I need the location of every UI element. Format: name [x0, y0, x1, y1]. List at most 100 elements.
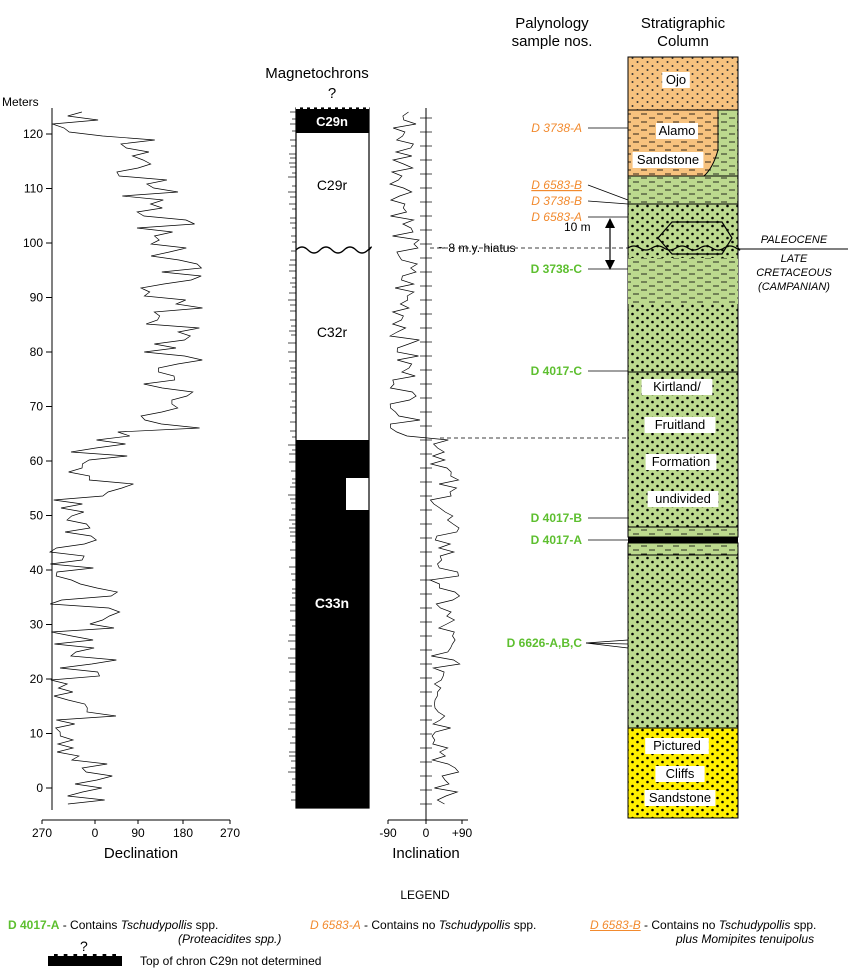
palynology-samples: D 3738-A D 6583-B D 3738-B D 6583-A D 3738-C…	[507, 121, 629, 650]
unit-shale-upper	[627, 175, 739, 205]
unit-label-bg	[632, 152, 704, 168]
sample-label: D 3738-A	[531, 121, 582, 135]
legend-item-green: D 4017-A - Contains Tschudypollis spp. (…	[8, 918, 281, 946]
unit-label-text: Alamo	[659, 123, 696, 138]
unit-labels: Ojo Alamo Sandstone Kirtland/Fruitland Forma…	[632, 72, 719, 806]
unit-shale-thin	[627, 526, 739, 538]
column-title-line1: Stratigraphic	[641, 15, 726, 32]
unit-shale-mid	[628, 258, 738, 304]
unit-label-bg	[655, 766, 705, 782]
declination-tick-label: 90	[131, 826, 145, 840]
legend-green-text: - Contains	[59, 918, 121, 932]
unit-label-bg	[647, 491, 719, 507]
unit-label-text: Sandstone	[637, 152, 699, 167]
declination-tick-label: 270	[32, 826, 52, 840]
chron-c29n-block	[296, 108, 369, 133]
declination-tick-label: 0	[92, 826, 99, 840]
legend-orange-taxon: Tschudypollis	[438, 918, 511, 932]
unit-label: Formation	[645, 454, 717, 470]
unit-label-text: Formation	[652, 454, 711, 469]
legend-orange-text: - Contains no	[360, 918, 439, 932]
legend-green-text2: spp.	[192, 918, 219, 932]
palynology-title-line2: sample nos.	[512, 33, 593, 50]
chron-label-c33n: C33n	[315, 595, 349, 611]
legend-question-mark: ?	[80, 938, 88, 954]
declination-trace	[48, 111, 203, 805]
late-label: LATE	[781, 253, 808, 265]
ten-m-label: 10 m	[564, 220, 591, 234]
unit-label: Kirtland/	[641, 379, 713, 395]
unit-label: Cliffs	[655, 766, 705, 782]
legend-title: LEGEND	[400, 888, 450, 902]
unit-label: undivided	[647, 491, 719, 507]
declination-tick-label: 180	[173, 826, 193, 840]
column-title-line2: Column	[657, 33, 709, 50]
meter-tick-label: 30	[30, 618, 44, 632]
unit-label-bg	[644, 790, 716, 806]
meter-tick-label: 100	[23, 236, 43, 250]
paleocene-label: PALEOCENE	[761, 234, 828, 246]
unit-label: Sandstone	[644, 790, 716, 806]
unit-label: Alamo	[656, 123, 698, 139]
meter-tick-label: 40	[30, 563, 44, 577]
meter-tick-label: 110	[24, 182, 43, 196]
unit-label-bg	[644, 417, 716, 433]
legend-orange-text2: spp.	[510, 918, 537, 932]
legend-item-orange-underline: D 6583-B - Contains no Tschudypollis spp…	[590, 918, 816, 946]
meter-tick-label: 0	[36, 781, 43, 795]
meters-axis-label: Meters	[2, 95, 39, 109]
inclination-level-ticks	[420, 117, 432, 805]
unit-label-bg	[645, 738, 709, 754]
legend-chron-top-symbol	[48, 954, 122, 966]
unit-label-bg	[662, 72, 690, 88]
unit-coal	[628, 537, 738, 543]
unit-label-text: Kirtland/	[653, 379, 701, 394]
stratigraphic-column	[627, 56, 741, 819]
unit-fruitland-lower	[627, 554, 739, 729]
meter-tick-label: 50	[30, 509, 44, 523]
declination-ticks: 270 0 90 180 270	[32, 820, 240, 840]
sample-leader	[587, 200, 629, 205]
legend-item-orange: D 6583-A - Contains no Tschudypollis spp…	[310, 918, 536, 932]
sample-label: D 6583-B	[531, 178, 582, 192]
column-hiatus-wavy	[627, 245, 741, 251]
meter-tick-label: 20	[30, 672, 44, 686]
legend-green-id: D 4017-A	[8, 918, 60, 932]
unit-lens	[657, 221, 733, 255]
unit-label-text: Fruitland	[655, 417, 706, 432]
unit-label-bg	[645, 454, 717, 470]
legend-ou-taxon: Tschudypollis	[718, 918, 791, 932]
chron-c33n-block	[296, 440, 369, 808]
declination-tick-label: 270	[220, 826, 240, 840]
sample-label: D 4017-A	[531, 533, 583, 547]
legend-orange-underline-id: D 6583-B	[590, 918, 641, 932]
unit-label-bg	[641, 379, 713, 395]
unit-label: Sandstone	[632, 152, 704, 168]
sample-label: D 6626-A,B,C	[507, 636, 583, 650]
declination-label: Declination	[104, 845, 178, 862]
meter-tick-label: 120	[23, 127, 43, 141]
legend-top-chron-text: Top of chron C29n not determined	[140, 954, 322, 968]
legend-ou-text2: spp.	[790, 918, 817, 932]
palynology-title-line1: Palynology	[515, 15, 589, 32]
meter-tick-label: 70	[30, 400, 44, 414]
unit-shale-lower	[627, 542, 739, 556]
sample-level-ticks	[288, 111, 296, 801]
legend-orange-id: D 6583-A	[310, 918, 361, 932]
chron-label-c29n: C29n	[316, 114, 348, 129]
inclination-tick-label: 0	[423, 826, 430, 840]
magnetochrons-title: Magnetochrons	[265, 65, 368, 82]
sample-label: D 4017-C	[531, 364, 583, 378]
inclination-ticks: -90 0 +90	[379, 820, 473, 840]
legend-green-line2: (Proteacidites spp.)	[178, 932, 282, 946]
unit-label: Pictured	[645, 738, 709, 754]
meter-tick-label: 90	[30, 291, 44, 305]
legend-ou-text: - Contains no	[640, 918, 719, 932]
legend-ou-line2: plus Momipites tenuipolus	[676, 932, 815, 946]
hiatus-wavy-line	[295, 246, 372, 254]
sample-leader	[587, 184, 629, 201]
unit-label: Fruitland	[644, 417, 716, 433]
chron-question-mark: ?	[328, 85, 336, 102]
